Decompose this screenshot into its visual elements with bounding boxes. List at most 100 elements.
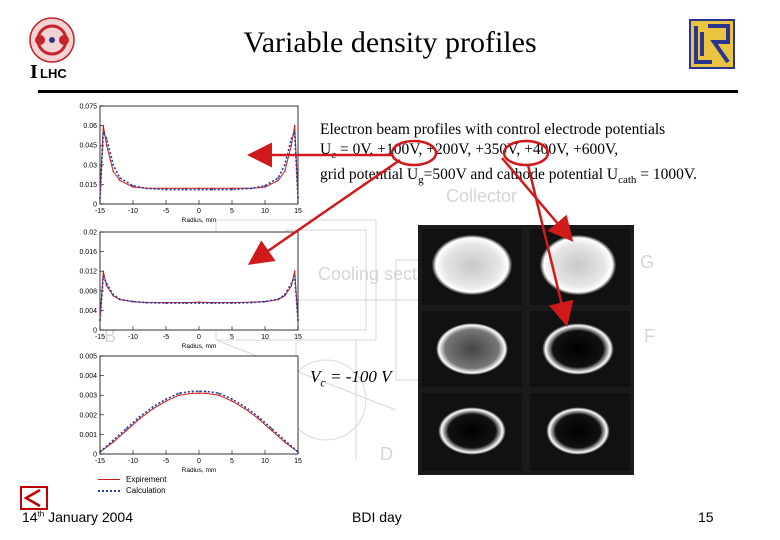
chart-1-xtick-label: 10 [261, 208, 269, 215]
beam-image-2 [530, 229, 630, 305]
chart-1-point [264, 184, 266, 187]
chart-1-ytick-label: 0 [93, 202, 97, 209]
chart-1-point [211, 187, 213, 190]
chart-3-xtick-label: 10 [261, 458, 269, 465]
bg-label-d: D [380, 444, 393, 464]
description-line-1: Electron beam profiles with control elec… [320, 121, 666, 138]
chart-3-ytick-label: 0.005 [79, 354, 97, 361]
chart-2-point [290, 282, 293, 285]
chart-3-frame [99, 355, 299, 455]
chart-2-xtick-label: -5 [163, 334, 169, 341]
chart-3-xtick-label: 0 [197, 458, 201, 465]
chart-2-ytick-label: 0.004 [79, 308, 97, 315]
chart-3-point [198, 392, 200, 395]
chart-2-point [185, 302, 187, 304]
chart-3-point [178, 394, 180, 397]
chart-3-point [270, 429, 273, 432]
description-line-2: Uc = 0V, +100V, +200V, +350V, +400V, +60… [320, 140, 770, 165]
chart-1-xlabel: Radius, mm [182, 217, 217, 224]
chart-3-point [178, 392, 180, 395]
chart-3-point [99, 451, 101, 453]
chart-3-point [165, 400, 167, 402]
chart-3-point [244, 406, 246, 408]
chart-3-point [165, 398, 167, 400]
chart-3-point [112, 439, 114, 442]
bg-label-g: G [640, 252, 654, 272]
footer-event: BDI day [352, 509, 402, 525]
beam-image-3 [422, 311, 522, 387]
vc-label: Vc = -100 V [310, 367, 392, 390]
chart-3-xtick-label: 5 [230, 458, 234, 465]
chart-2-point [105, 285, 108, 287]
chart-3-xlabel: Radius, mm [182, 467, 217, 474]
legend-calculation: Calculation [98, 485, 166, 496]
chart-2-point [264, 300, 266, 303]
beam-image-5 [422, 393, 522, 471]
chart-1-ytick-label: 0.015 [79, 182, 97, 189]
chart-1-point [112, 164, 114, 166]
desc-line3-rest: = 1000V. [636, 166, 697, 184]
chart-3-point [191, 392, 194, 395]
chart-3-point [138, 417, 141, 420]
chart-1-point [293, 131, 296, 133]
footer-date-rest: January 2004 [44, 509, 133, 525]
back-arrow-icon [20, 486, 48, 510]
chart-1-point [165, 187, 167, 190]
desc-line3-prefix: grid potential U [320, 166, 419, 184]
chart-2-xtick-label: -10 [128, 334, 138, 341]
chart-2-point [231, 302, 233, 304]
chart-2-ytick-label: 0.012 [79, 269, 97, 276]
desc-line3-mid: =500V and cathode potential U [423, 166, 619, 184]
footer-date: 14th January 2004 [22, 509, 133, 525]
svg-text:LHC: LHC [40, 66, 67, 81]
chart-2-point [105, 282, 108, 285]
chart-3-point [284, 439, 286, 442]
page-number: 15 [698, 509, 714, 525]
chart-1-point [231, 188, 233, 191]
desc-u-symbol: U [320, 141, 332, 158]
chart-3-point [284, 441, 286, 444]
beam-image-4 [530, 311, 630, 387]
bg-label-f: F [644, 326, 655, 346]
chart-1-xtick-label: 5 [230, 208, 234, 215]
chart-3-point [244, 408, 246, 410]
chart-3-ytick-label: 0.003 [79, 393, 97, 400]
chart-3-point [231, 398, 233, 400]
chart-1-point [297, 198, 299, 200]
chart-1-point [105, 137, 108, 140]
chart-1-xtick-label: -5 [163, 208, 169, 215]
chart-2-xtick-label: 5 [230, 334, 234, 341]
description-line-3: grid potential Ug=500V and cathode poten… [320, 165, 770, 190]
chart-1-point [119, 177, 121, 179]
beam-images [418, 225, 634, 475]
chart-3-point [204, 390, 207, 393]
chart-2-point [145, 301, 147, 304]
chart-3-point [204, 392, 207, 395]
lehr-logo [688, 18, 736, 70]
chart-1-ytick-label: 0.045 [79, 143, 97, 150]
lehr-logo-icon [689, 19, 735, 69]
chart-1-ytick-label: 0.075 [79, 104, 97, 111]
chart-2-point [284, 293, 286, 296]
back-nav-button[interactable] [20, 486, 48, 510]
chart-2-ytick-label: 0 [93, 328, 97, 335]
chart-legend: Expirement Calculation [98, 474, 166, 496]
chart-3-point [191, 390, 194, 393]
ilhc-logo: I LHC [22, 14, 92, 83]
chart-3-ytick-label: 0 [93, 452, 97, 459]
chart-1-point [132, 184, 134, 187]
legend-experiment-swatch [98, 479, 120, 480]
desc-line2-rest: = 0V, +100V, +200V, +350V, +400V, +600V, [336, 141, 619, 158]
chart-1-point [290, 144, 293, 146]
chart-2-xtick-label: 15 [294, 334, 302, 341]
chart-2-point [102, 270, 105, 273]
chart-3-point [138, 416, 141, 418]
vc-symbol: V [310, 367, 321, 386]
chart-3-xtick-label: 15 [294, 458, 302, 465]
chart-3-point [198, 390, 200, 393]
chart-3-point [297, 451, 299, 453]
chart-2-point [251, 301, 253, 304]
chart-2-point [198, 302, 200, 304]
chart-2-point [293, 275, 296, 277]
